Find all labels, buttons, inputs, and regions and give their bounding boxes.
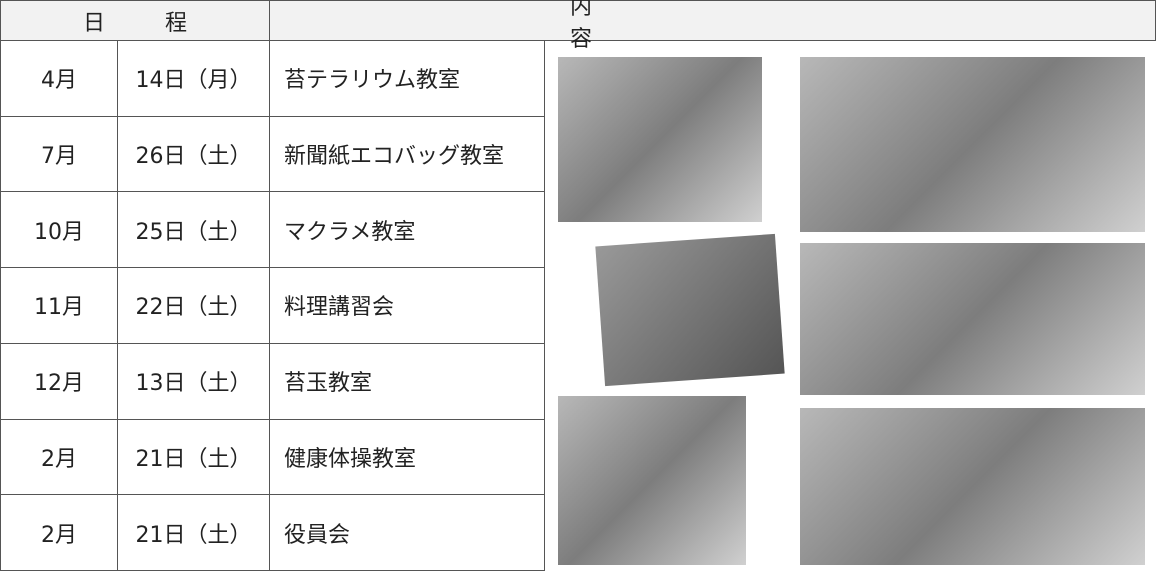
photo-macrame xyxy=(595,233,785,387)
photo-exercise xyxy=(800,408,1145,565)
month-cell: 10月 xyxy=(0,192,118,269)
event-cell: 苔テラリウム教室 xyxy=(270,41,545,117)
month-cell: 12月 xyxy=(0,343,118,420)
event-cell: 健康体操教室 xyxy=(270,419,545,496)
photo-class xyxy=(800,57,1145,232)
day-cell: 26日（土） xyxy=(118,116,270,193)
day-cell: 21日（土） xyxy=(118,419,270,496)
photo-terrarium xyxy=(558,57,762,222)
event-cell: 料理講習会 xyxy=(270,268,545,344)
day-cell: 21日（土） xyxy=(118,495,270,571)
month-cell: 7月 xyxy=(0,116,118,193)
photo-moss-ball xyxy=(558,396,746,565)
month-cell: 4月 xyxy=(0,41,118,117)
day-cell: 25日（土） xyxy=(118,192,270,269)
event-cell: 苔玉教室 xyxy=(270,343,545,420)
header-schedule: 日程 xyxy=(0,0,270,41)
day-cell: 22日（土） xyxy=(118,268,270,344)
day-cell: 13日（土） xyxy=(118,343,270,420)
month-cell: 2月 xyxy=(0,419,118,496)
event-cell: 新聞紙エコバッグ教室 xyxy=(270,116,545,193)
event-cell: 役員会 xyxy=(270,495,545,571)
month-cell: 2月 xyxy=(0,495,118,571)
event-cell: マクラメ教室 xyxy=(270,192,545,269)
header-content: 内容 xyxy=(270,0,1156,52)
day-cell: 14日（月） xyxy=(118,41,270,117)
photo-cooking xyxy=(800,243,1145,395)
month-cell: 11月 xyxy=(0,268,118,344)
